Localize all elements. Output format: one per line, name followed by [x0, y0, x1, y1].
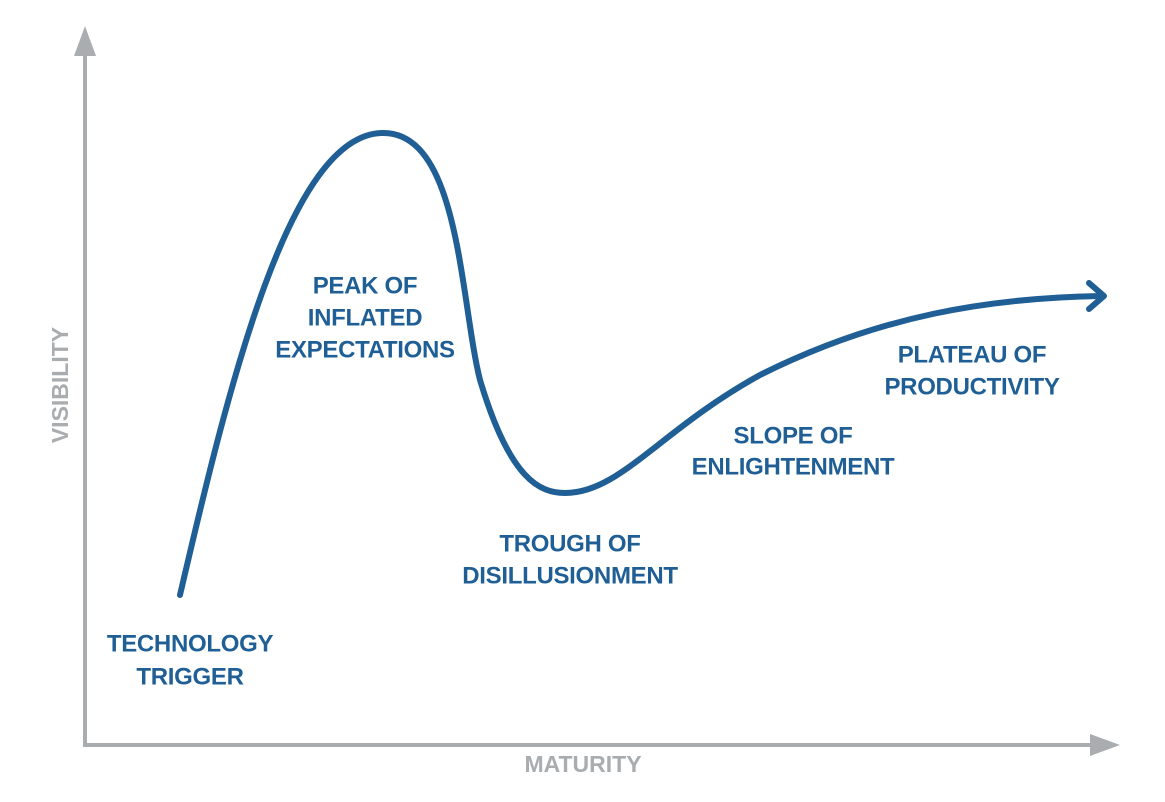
y-axis-arrow	[74, 26, 96, 56]
hype-curve	[177, 129, 1103, 598]
phase-label: ENLIGHTENMENT	[692, 453, 895, 480]
phase-label: PLATEAU OF	[898, 341, 1047, 368]
phase-label: PEAK OF	[313, 272, 418, 299]
curve-arrowhead	[1086, 280, 1107, 312]
phase-label: TECHNOLOGY	[107, 630, 274, 657]
phase-label: EXPECTATIONS	[275, 336, 455, 363]
x-axis-label: MATURITY	[524, 751, 641, 777]
y-axis-label: VISIBILITY	[47, 327, 73, 443]
phase-label: TROUGH OF	[499, 530, 640, 557]
phase-label: DISILLUSIONMENT	[462, 562, 678, 589]
phase-label: TRIGGER	[136, 663, 243, 690]
phase-label: SLOPE OF	[734, 422, 853, 449]
x-axis-arrow	[1090, 734, 1120, 756]
phase-label: INFLATED	[308, 304, 422, 331]
phase-label: PRODUCTIVITY	[884, 373, 1059, 400]
